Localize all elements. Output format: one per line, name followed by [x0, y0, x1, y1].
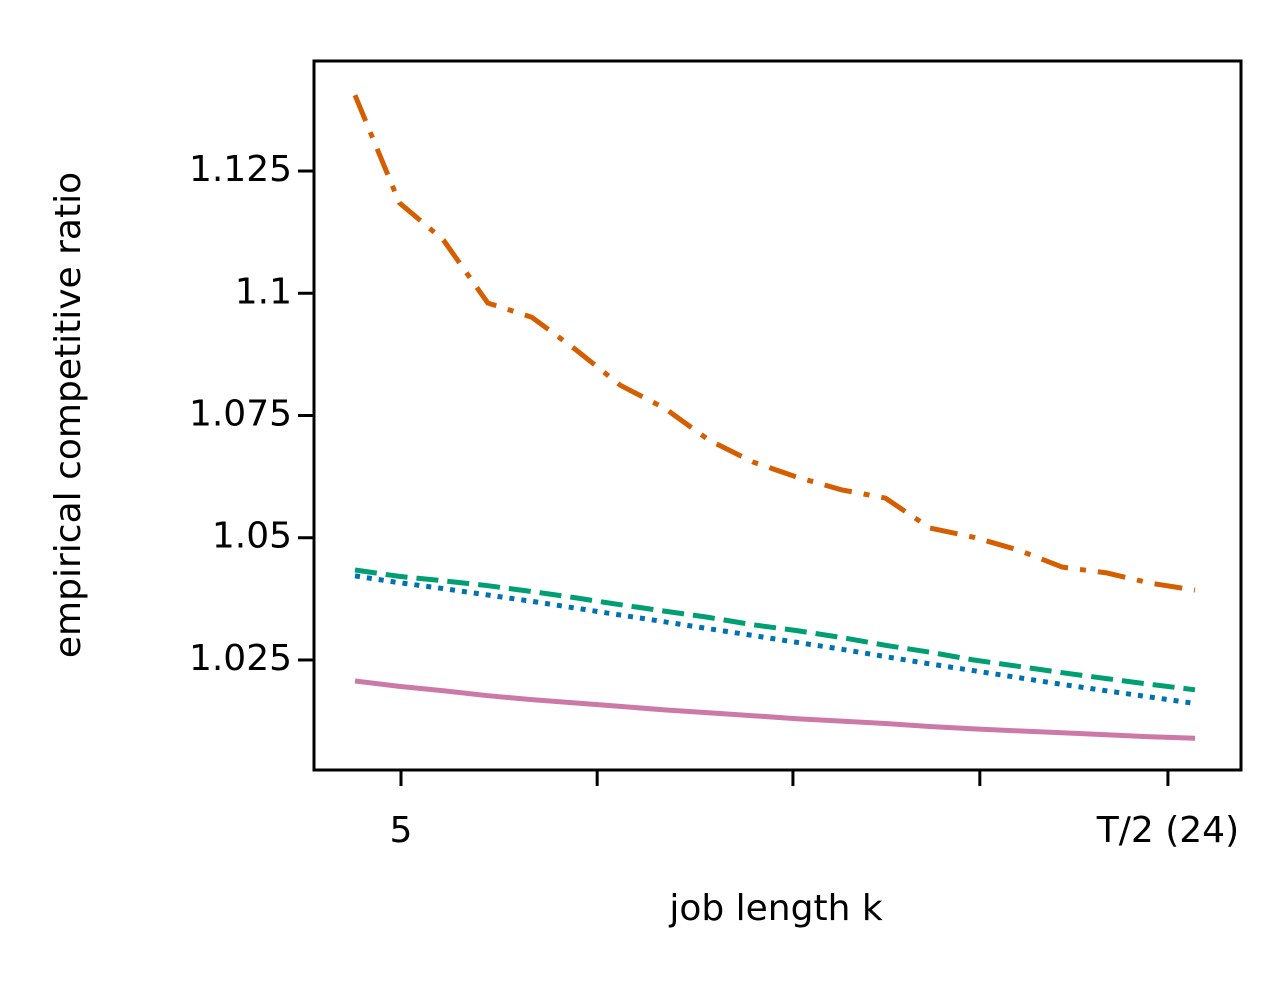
series-line — [352, 94, 1196, 593]
y-tick-label: 1.025 — [189, 638, 292, 679]
x-tick-label: 5 — [390, 810, 413, 851]
series-line — [354, 573, 1196, 706]
y-axis-label: empirical competitive ratio — [48, 172, 89, 658]
series-line — [354, 678, 1196, 741]
y-tick-label: 1.125 — [189, 149, 292, 190]
x-tick-label: T/2 (24) — [1096, 810, 1239, 851]
x-axis-label: job length k — [668, 888, 883, 929]
y-tick-label: 1.1 — [235, 271, 292, 312]
series-line — [354, 567, 1196, 693]
y-tick-label: 1.075 — [189, 394, 292, 435]
plot-frame — [312, 59, 1243, 772]
y-tick-label: 1.05 — [212, 516, 292, 557]
